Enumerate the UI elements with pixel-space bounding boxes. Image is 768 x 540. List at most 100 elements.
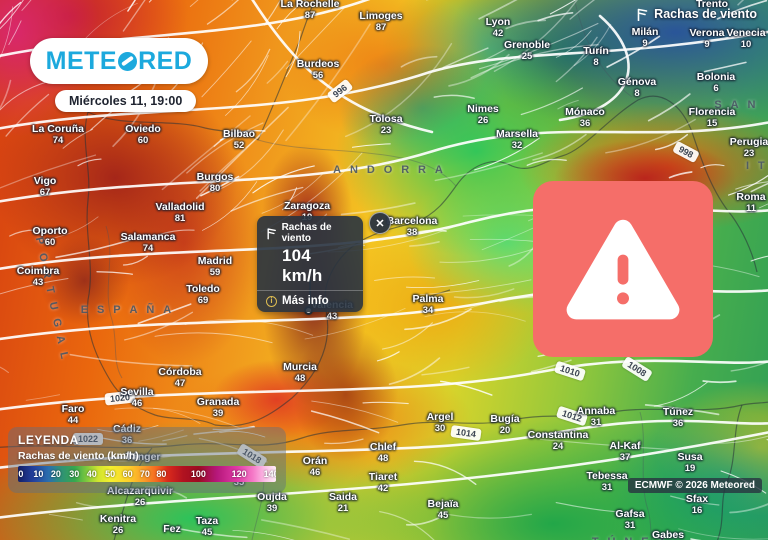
city-label-tánger: Tánger: [125, 451, 161, 463]
city-label-fez: Fez: [163, 523, 181, 535]
country-label-españa: E S P A Ñ A: [80, 304, 176, 316]
legend-tick-120: 120: [231, 469, 247, 479]
wind-gust-tooltip: Rachas de viento 104 km/h i Más info: [257, 216, 363, 312]
city-label-oviedo: Oviedo 60: [125, 123, 161, 147]
city-label-susa: Susa 19: [677, 451, 703, 475]
legend-tick-60: 60: [122, 469, 133, 479]
more-info-label: Más info: [282, 295, 329, 307]
city-label-kenitra: Kenitra 26: [99, 513, 137, 537]
city-label-coimbra: Coimbra 43: [16, 265, 60, 289]
city-label-valladolid: Valladolid 81: [155, 201, 205, 225]
gust-value-label: 35: [233, 477, 245, 488]
city-label-al-kaf: Al-Kaf 37: [609, 440, 641, 464]
city-label-florencia: Florencia 15: [688, 106, 736, 130]
forecast-datetime: Miércoles 11, 19:00: [55, 90, 197, 112]
city-label-barcelona: Barcelona 38: [386, 215, 438, 239]
tooltip-divider: [257, 290, 363, 291]
city-label-roma: Roma 11: [736, 191, 766, 215]
city-label-salamanca: Salamanca 74: [120, 231, 176, 255]
city-label-constantina: Constantina 24: [527, 429, 589, 453]
city-label-madrid: Madrid 59: [197, 255, 233, 279]
legend-tick-30: 30: [69, 469, 80, 479]
city-label-toledo: Toledo 69: [186, 283, 220, 307]
city-label-alcazarquivir: Alcazarquivir 26: [107, 485, 173, 509]
warning-triangle-icon: [566, 219, 680, 320]
legend-tick-100: 100: [190, 469, 206, 479]
city-label-oujda: Oujda 39: [257, 491, 287, 515]
city-label-túnez: Túnez 36: [662, 406, 694, 430]
city-label-argel: Argel 30: [426, 411, 454, 435]
city-label-chlef: Chlef 48: [369, 441, 397, 465]
legend-tick-10: 10: [33, 469, 44, 479]
city-label-taza: Taza 45: [195, 515, 219, 539]
city-label-sfax: Sfax 16: [685, 493, 709, 517]
city-label-bugía: Bugía 20: [490, 413, 520, 437]
city-label-faro: Faro 44: [61, 403, 85, 427]
legend-panel: LEYENDA Rachas de viento (km/h) 0 10 20 30 4…: [8, 427, 286, 493]
city-label-perugia: Perugia 23: [729, 136, 768, 160]
city-label-tebessa: Tebessa 31: [586, 470, 628, 494]
city-label-tiaret: Tiaret 42: [368, 471, 398, 495]
city-label-la-rochelle: La Rochelle 87: [280, 0, 340, 21]
tooltip-title: Rachas de viento: [281, 222, 332, 244]
city-label-venecia: Venecia 10: [726, 27, 766, 51]
city-label-cádiz: Cádiz 36: [112, 423, 142, 447]
city-label-limoges: Limoges 87: [359, 10, 403, 34]
city-label-sevilla: Sevilla 46: [120, 386, 154, 410]
legend-tick-80: 80: [156, 469, 167, 479]
city-label-burdeos: Burdeos 56: [296, 58, 340, 82]
city-label-orán: Orán 46: [302, 455, 328, 479]
legend-tick-140: 140: [263, 469, 276, 479]
city-label-bilbao: Bilbao 52: [222, 128, 256, 152]
city-label-oporto: Oporto 60: [32, 225, 68, 249]
legend-color-scale: 0 10 20 30 40 50 60 70 80 100 120 140: [18, 466, 276, 482]
city-label-la-coruña: La Coruña 74: [32, 123, 84, 147]
city-label-mónaco: Mónaco 36: [565, 106, 605, 130]
city-label-turín: Turín 8: [583, 45, 609, 69]
country-label-italia: I T A L I A: [745, 160, 768, 172]
city-label-granada: Granada 39: [196, 396, 240, 420]
country-label-túnez: T Ú N E Z: [592, 536, 668, 540]
legend-title: LEYENDA: [18, 433, 79, 447]
city-label-marsella: Marsella 32: [495, 128, 539, 152]
isobar-label-1022: 1022: [72, 433, 104, 445]
meteored-logo[interactable]: METE RED: [30, 38, 208, 84]
city-label-saida: Saida 21: [328, 491, 358, 515]
info-icon: i: [266, 295, 277, 307]
city-label-palma: Palma 34: [412, 293, 444, 317]
city-label-bolonia: Bolonia 6: [696, 71, 736, 95]
legend-tick-0: 0: [18, 469, 24, 479]
legend-tick-20: 20: [50, 469, 61, 479]
city-label-trento: Trento: [695, 0, 729, 10]
city-label-nimes: Nimes 26: [467, 103, 499, 127]
wind-barb-icon: [637, 8, 648, 21]
active-layer-label: Rachas de viento: [636, 7, 757, 21]
legend-subtitle: Rachas de viento (km/h): [18, 450, 139, 462]
tooltip-value: 104 km/h: [282, 246, 323, 285]
attribution: ECMWF © 2026 Meteored: [627, 478, 762, 493]
legend-tick-70: 70: [139, 469, 150, 479]
city-label-verona: Verona 9: [689, 27, 725, 51]
city-label-milán: Milán 9: [631, 26, 659, 50]
close-icon[interactable]: ✕: [369, 212, 391, 234]
city-label-murcia: Murcia 48: [283, 361, 317, 385]
city-label-tolosa: Tolosa 23: [369, 113, 403, 137]
logo-o-icon: [118, 51, 138, 71]
city-label-gabes: Gabes: [651, 529, 685, 540]
city-label-génova: Génova 8: [617, 76, 657, 100]
country-label-andorra: A N D O R R A: [333, 164, 447, 176]
legend-tick-40: 40: [86, 469, 97, 479]
city-label-grenoble: Grenoble 25: [503, 39, 551, 63]
legend-tick-50: 50: [105, 469, 116, 479]
city-label-annaba: Annaba 31: [576, 405, 616, 429]
weather-warning-button[interactable]: [533, 181, 713, 357]
city-label-lyon: Lyon 42: [485, 16, 511, 40]
more-info-button[interactable]: i Más info: [266, 291, 354, 307]
city-label-córdoba: Córdoba 47: [158, 366, 202, 390]
city-label-beja-a: Bejaïa 45: [427, 498, 459, 522]
city-label-burgos: Burgos 80: [196, 171, 234, 195]
city-label-gafsa: Gafsa 31: [615, 508, 645, 532]
wind-barb-icon: [267, 227, 276, 239]
